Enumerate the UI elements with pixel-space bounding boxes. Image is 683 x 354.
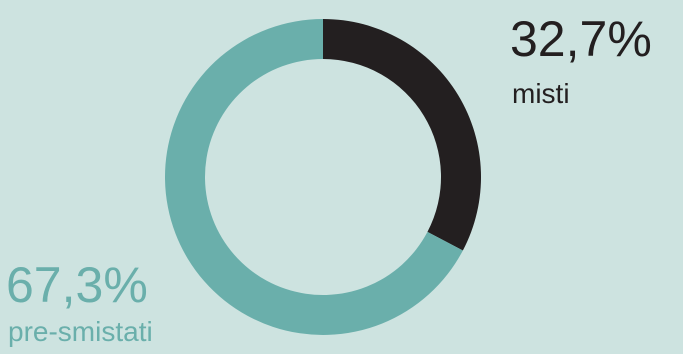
slice-misti bbox=[323, 19, 481, 251]
misti-percent-label: 32,7% bbox=[510, 11, 652, 67]
pre-smistati-percent-label: 67,3% bbox=[6, 257, 148, 313]
misti-category-label: misti bbox=[512, 78, 570, 109]
pre-smistati-category-label: pre-smistati bbox=[8, 316, 153, 347]
